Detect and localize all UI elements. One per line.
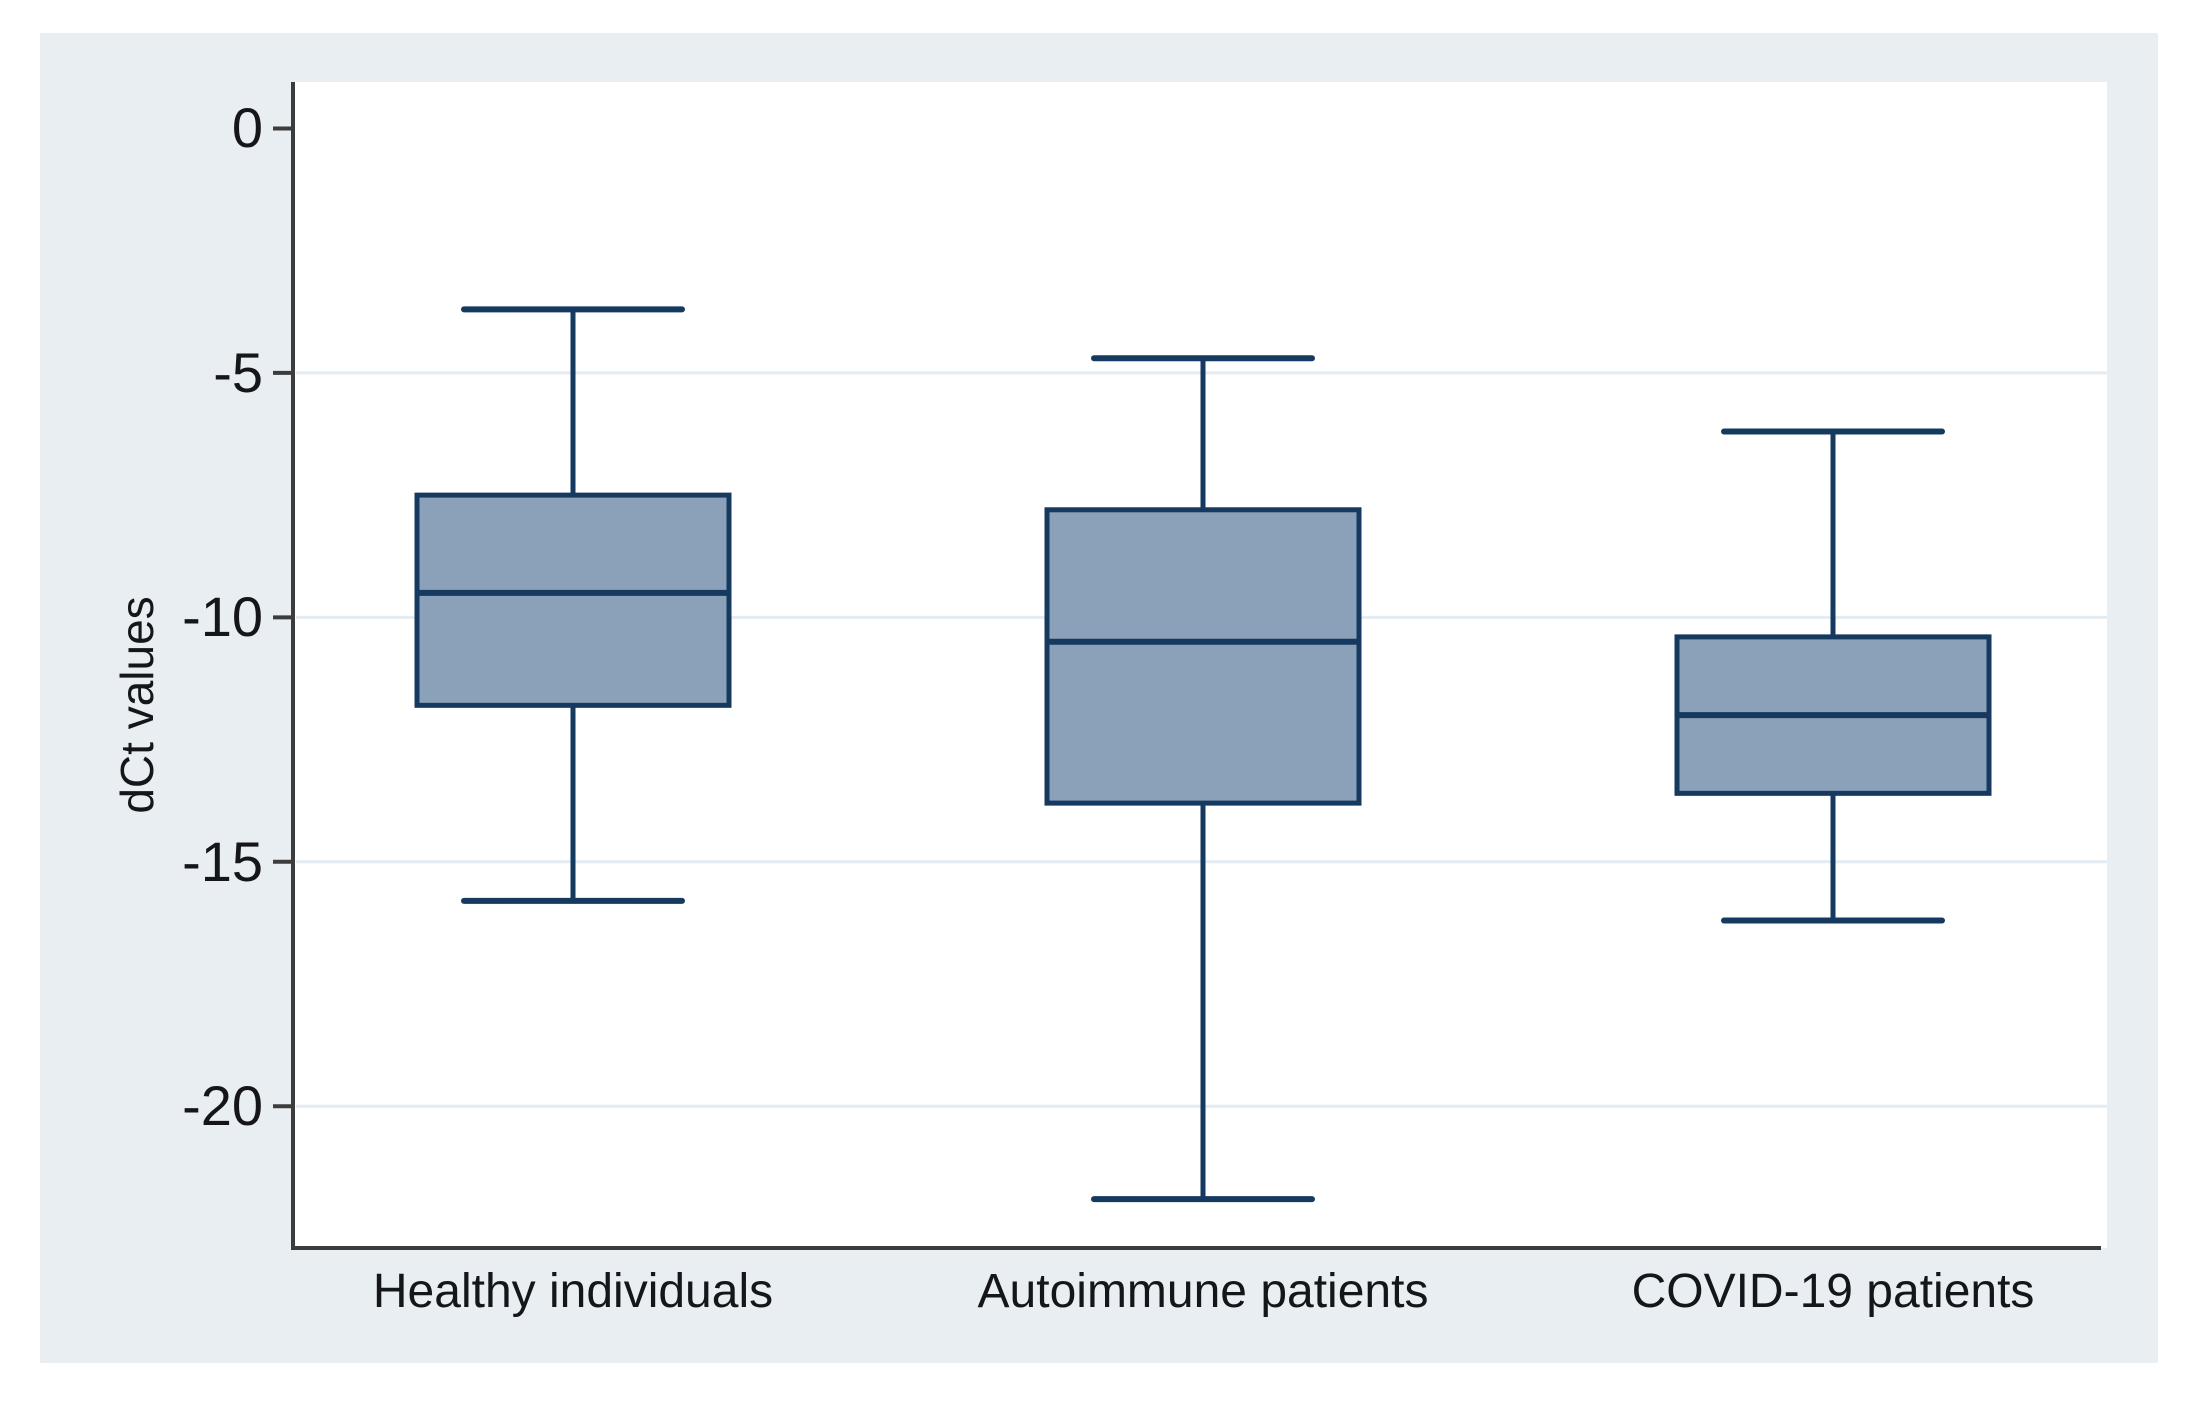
y-tick-label: -15 bbox=[182, 829, 263, 893]
x-category-label-healthy-individuals: Healthy individuals bbox=[372, 1265, 774, 1318]
y-axis-title: dCt values bbox=[111, 596, 163, 814]
iqr-box-autoimmune-patients bbox=[1044, 507, 1362, 806]
y-tick-label: -10 bbox=[182, 585, 263, 649]
y-tick-label: -20 bbox=[182, 1074, 263, 1138]
y-tick-label: 0 bbox=[231, 96, 263, 160]
x-category-label-autoimmune-patients: Autoimmune patients bbox=[977, 1265, 1429, 1318]
x-category-label-covid-19-patients: COVID-19 patients bbox=[1631, 1265, 2035, 1318]
y-tick-label: -5 bbox=[213, 340, 263, 404]
iqr-box-healthy-individuals bbox=[414, 492, 732, 708]
